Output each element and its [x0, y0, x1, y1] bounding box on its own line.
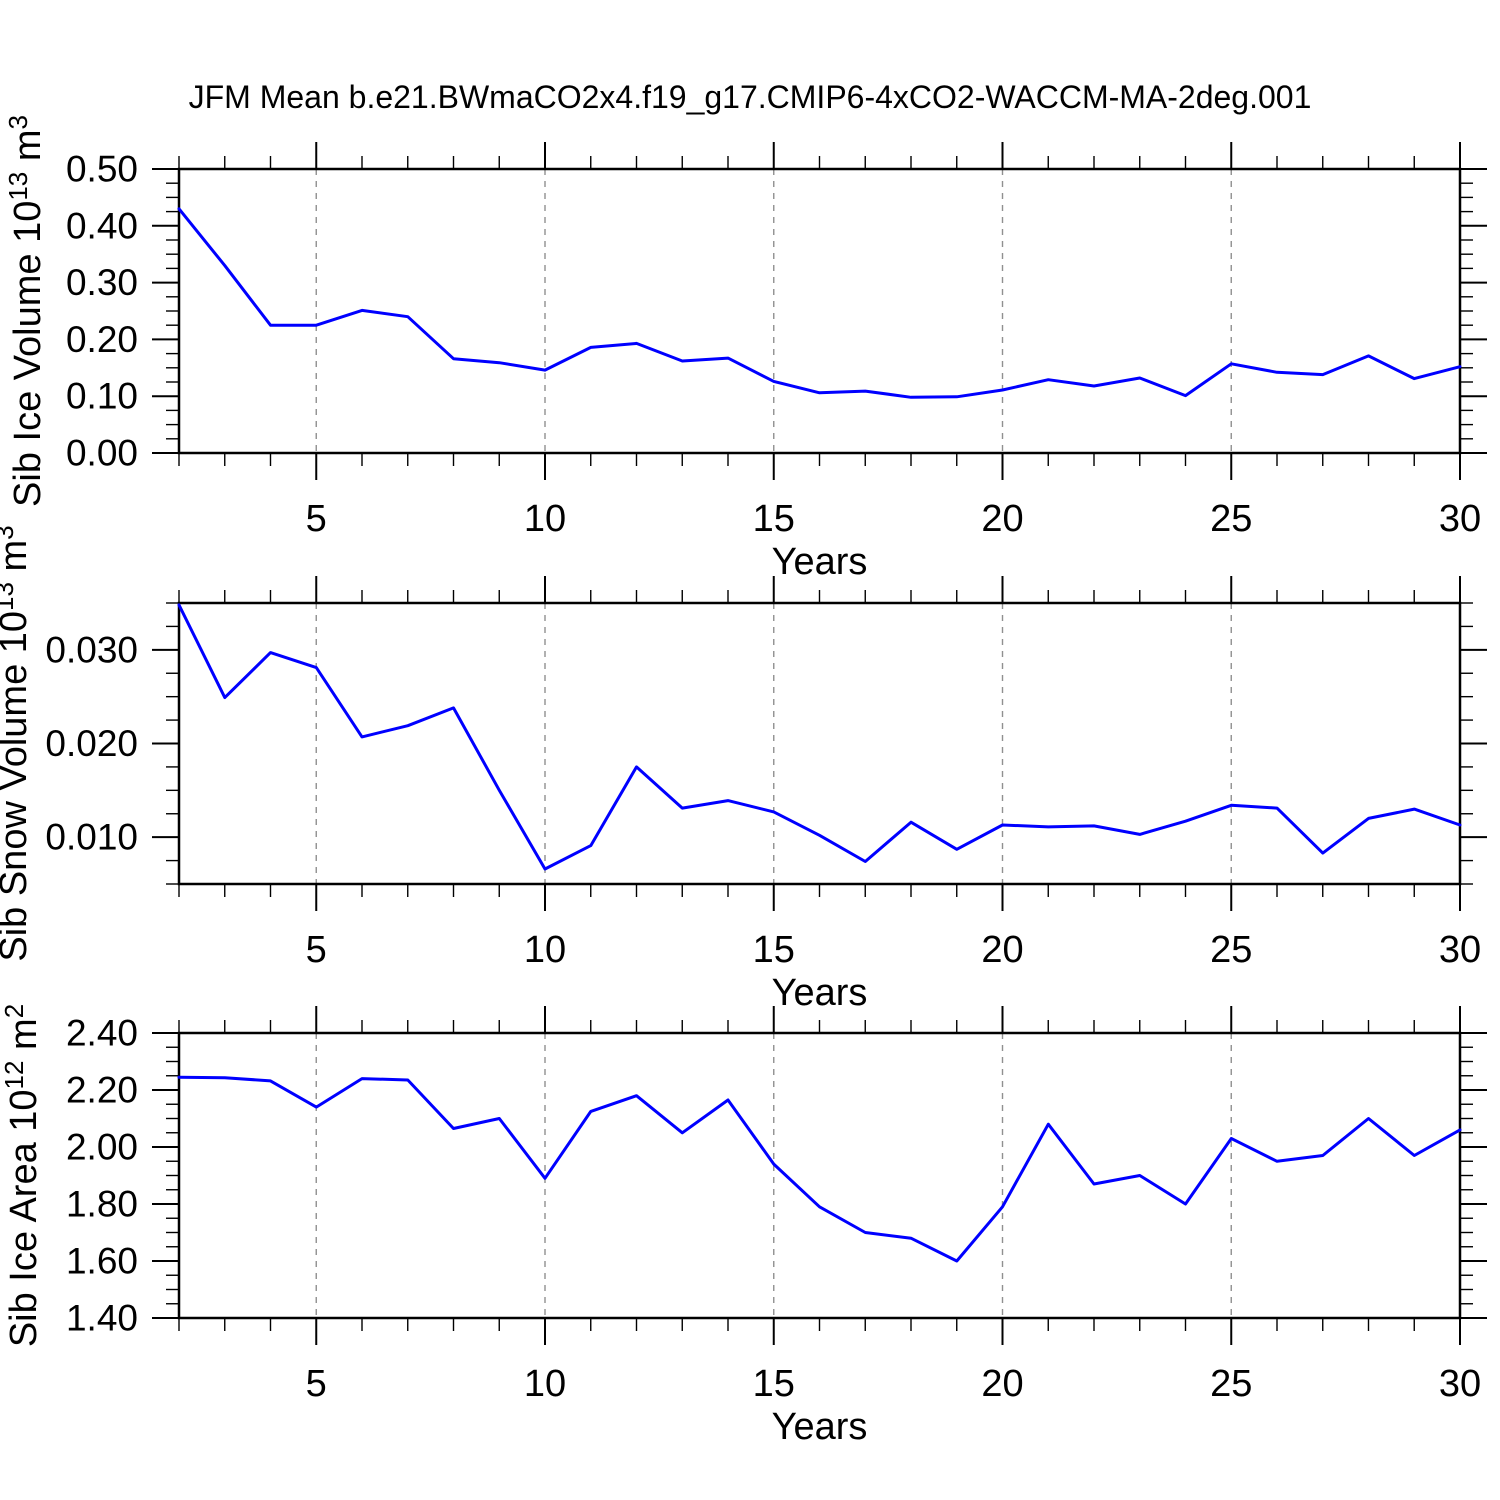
y-axis-title: Sib Ice Area 1012 m2: [0, 1004, 45, 1347]
y-tick-label: 1.40: [66, 1298, 138, 1339]
y-tick-label: 0.40: [66, 205, 138, 246]
x-tick-label: 15: [753, 498, 795, 540]
y-tick-label: 0.20: [66, 319, 138, 360]
x-tick-label: 30: [1439, 929, 1481, 971]
y-tick-label: 2.00: [66, 1127, 138, 1168]
x-axis-title: Years: [772, 1406, 868, 1448]
x-tick-label: 15: [753, 1363, 795, 1405]
data-line-ice-volume: [177, 207, 1462, 399]
plot-box: [177, 601, 1462, 886]
x-tick-label: 30: [1439, 1363, 1481, 1405]
y-tick-label: 1.80: [66, 1184, 138, 1225]
y-axis-title: Sib Ice Volume 1013 m3: [3, 115, 49, 507]
panel-snow-volume: 0.010 0.020 0.030 5 10 15 20 25 30 Years Sib Snow …: [0, 525, 1487, 1014]
x-tick-label: 15: [753, 929, 795, 971]
x-tick-label: 10: [524, 929, 566, 971]
x-tick-label: 5: [306, 929, 327, 971]
y-tick-label: 2.20: [66, 1070, 138, 1111]
panel-ice-area: 1.40 1.60 1.80 2.00 2.20 2.40 5 10 15 20 25 30 Years…: [0, 1004, 1487, 1448]
y-tick-label: 0.020: [45, 723, 138, 764]
y-tick-label: 0.10: [66, 376, 138, 417]
x-tick-label: 5: [306, 1363, 327, 1405]
x-tick-label: 25: [1210, 498, 1252, 540]
chart-title: JFM Mean b.e21.BWmaCO2x4.f19_g17.CMIP6-4…: [188, 79, 1312, 115]
y-tick-label: 0.30: [66, 262, 138, 303]
x-tick-label: 20: [981, 498, 1023, 540]
data-line-snow-volume: [177, 603, 1462, 871]
y-tick-label: 1.60: [66, 1241, 138, 1282]
y-tick-label: 0.010: [45, 817, 138, 858]
x-tick-label: 10: [524, 1363, 566, 1405]
y-axis-title: Sib Snow Volume 1013 m3: [0, 525, 35, 961]
y-tick-label: 0.50: [66, 149, 138, 190]
y-tick-label: 2.40: [66, 1013, 138, 1054]
x-tick-label: 25: [1210, 1363, 1252, 1405]
y-tick-label: 0.030: [45, 629, 138, 670]
x-tick-label: 25: [1210, 929, 1252, 971]
y-tick-label: 0.00: [66, 433, 138, 474]
x-axis-title: Years: [772, 541, 868, 583]
plot-box: [177, 1031, 1462, 1320]
x-tick-label: 20: [981, 1363, 1023, 1405]
x-axis-title: Years: [772, 972, 868, 1014]
x-tick-label: 5: [306, 498, 327, 540]
x-tick-label: 20: [981, 929, 1023, 971]
x-tick-label: 30: [1439, 498, 1481, 540]
plot-box: [177, 167, 1462, 455]
panel-ice-volume: 0.00 0.10 0.20 0.30 0.40 0.50 5 10 15 20 25 30 Years…: [3, 115, 1487, 583]
data-line-ice-area: [177, 1075, 1462, 1263]
x-tick-label: 10: [524, 498, 566, 540]
